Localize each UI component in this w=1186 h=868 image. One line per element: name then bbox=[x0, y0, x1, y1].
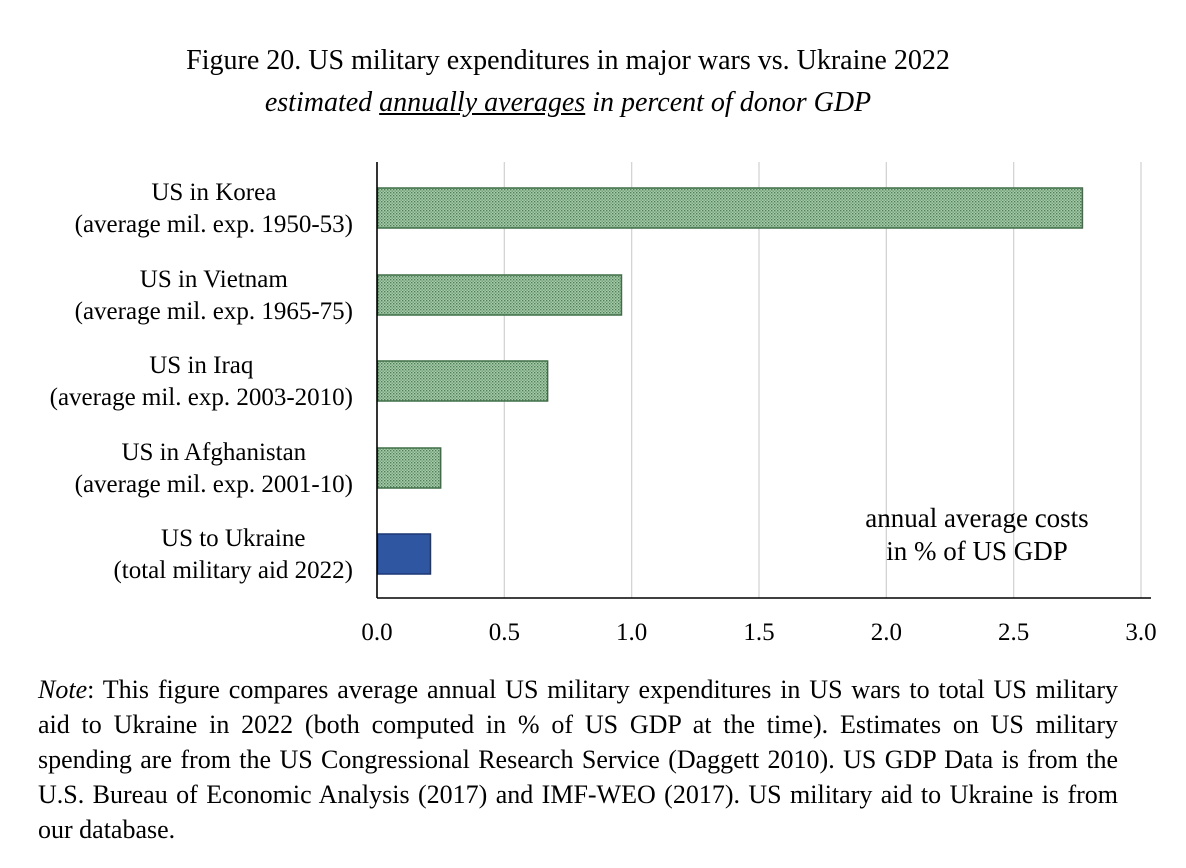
x-tick-label: 2.5 bbox=[998, 619, 1029, 646]
x-tick-label: 0.5 bbox=[489, 619, 520, 646]
bars bbox=[376, 187, 1084, 575]
annotation-line: in % of US GDP bbox=[886, 536, 1068, 566]
axes bbox=[376, 162, 1151, 599]
bar bbox=[376, 274, 623, 316]
x-tick-label: 2.0 bbox=[871, 619, 902, 646]
bar-chart: US in Korea (average mil. exp. 1950-53) US… bbox=[50, 162, 1157, 646]
subtitle-part-1: estimated bbox=[264, 87, 380, 118]
subtitle-underlined: annually averages bbox=[379, 87, 586, 118]
category-label: US in Afghanistan (average mil. exp. 2001… bbox=[75, 439, 353, 498]
chart-subtitle: estimated annually averages in percent o… bbox=[0, 86, 1136, 120]
x-tick-label: 0.0 bbox=[361, 619, 392, 646]
subtitle-part-2: in percent of donor GDP bbox=[585, 87, 872, 118]
category-label: US to Ukraine (total military aid 2022) bbox=[113, 525, 353, 584]
note-label: Note bbox=[38, 675, 88, 704]
x-tick-labels: 0.0 0.5 1.0 1.5 2.0 2.5 3.0 bbox=[361, 619, 1156, 646]
gridlines bbox=[503, 162, 1142, 598]
figure-note: Note: This figure compares average annua… bbox=[38, 672, 1118, 847]
category-label: US in Iraq (average mil. exp. 2003-2010) bbox=[50, 352, 353, 411]
bar bbox=[376, 533, 432, 575]
x-tick-label: 1.5 bbox=[743, 619, 774, 646]
bar bbox=[376, 447, 442, 489]
annotation-line: annual average costs bbox=[865, 503, 1088, 533]
category-label: US in Korea (average mil. exp. 1950-53) bbox=[75, 179, 353, 238]
x-tick-label: 3.0 bbox=[1125, 619, 1156, 646]
category-labels: US in Korea (average mil. exp. 1950-53) US… bbox=[50, 179, 353, 584]
bar bbox=[376, 187, 1084, 229]
bar bbox=[376, 360, 549, 402]
category-label: US in Vietnam (average mil. exp. 1965-75) bbox=[75, 266, 353, 325]
note-text: : This figure compares average annual US… bbox=[38, 675, 1118, 844]
x-tick-label: 1.0 bbox=[616, 619, 647, 646]
chart-title: Figure 20. US military expenditures in m… bbox=[186, 45, 950, 76]
